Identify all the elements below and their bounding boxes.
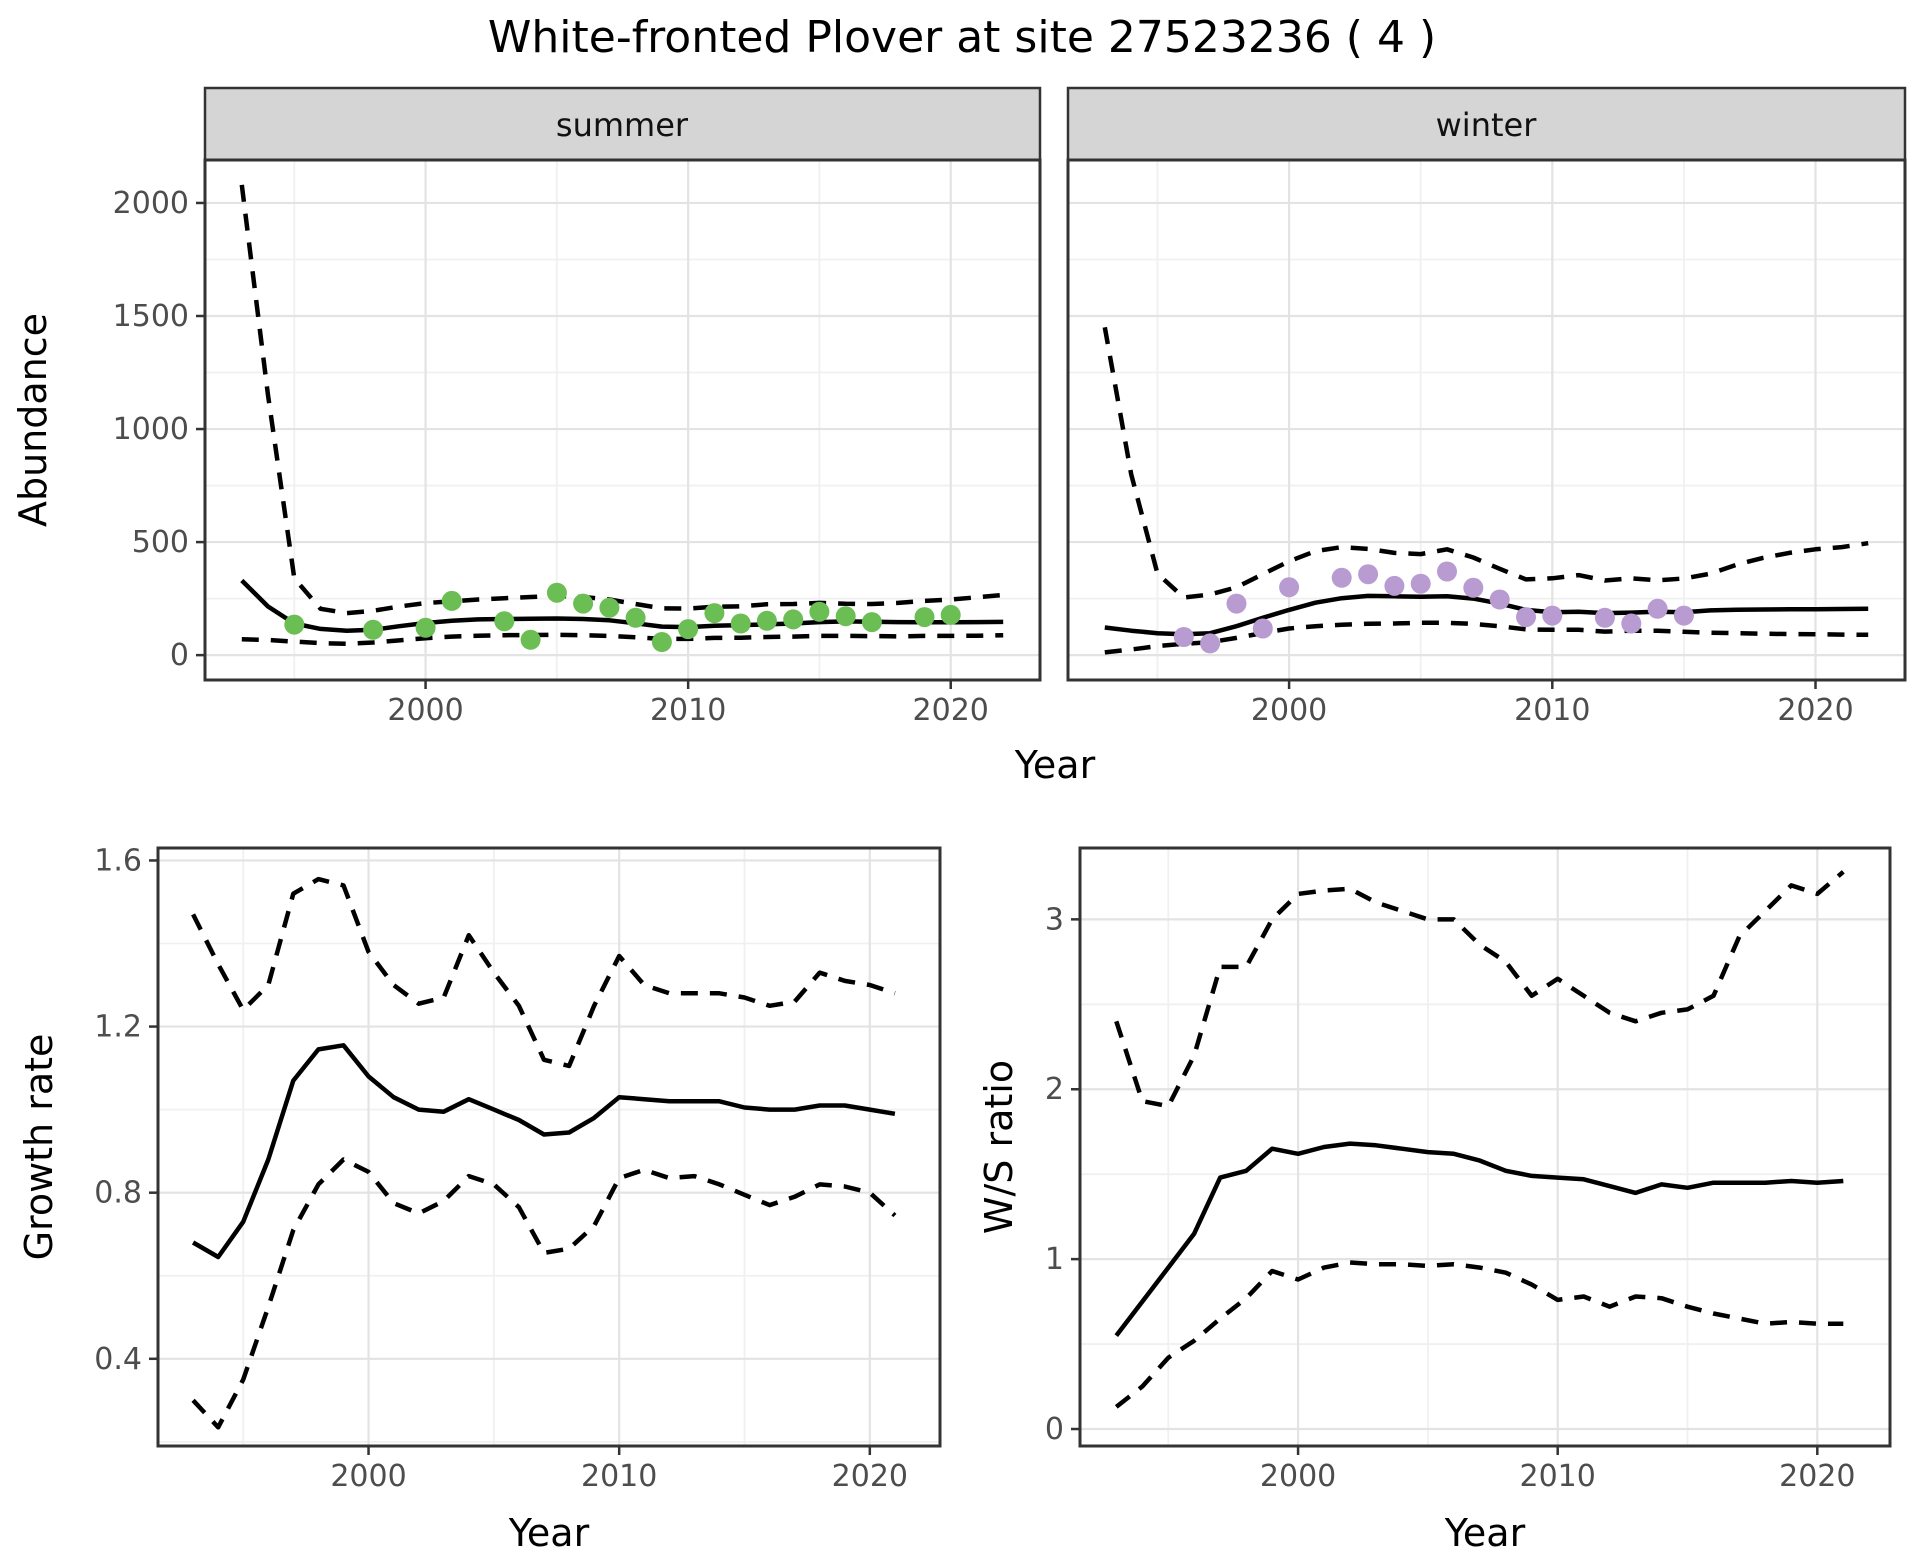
observed-counts-point [1173,627,1194,647]
observed-counts-point [651,632,672,652]
observed-counts-point [599,597,620,618]
year-axis-title-top: Year [1014,743,1096,787]
observed-counts-point [1673,605,1694,626]
observed-counts-point [835,606,856,627]
panel-background [1080,848,1890,1446]
x-tick-label: 2010 [1514,693,1590,728]
y-tick-label: 1.6 [94,843,142,878]
panel-border [1078,846,1892,1448]
observed-counts-point [704,603,725,624]
year-axis-title-growth: Year [508,1511,590,1555]
observed-counts-point [1489,589,1510,610]
y-tick-label: 1000 [113,412,189,447]
y-tick-label: 2000 [113,186,189,221]
observed-counts-point [520,629,541,650]
observed-counts-point [1252,618,1273,639]
y-tick-label: 1.2 [94,1010,142,1045]
plot-title: White-fronted Plover at site 27523236 ( … [488,12,1436,63]
panel-border [203,158,1042,682]
facet-strip-label-summer: summer [556,106,689,144]
y-tick-label: 3 [1045,902,1064,937]
observed-counts-point [1226,593,1247,614]
panel-ws-ratio: 2000 2010 2020 0 1 2 3 [1045,846,1892,1494]
y-tick-label: 1500 [113,299,189,334]
panel-background [1068,160,1905,680]
observed-counts-point [625,607,646,628]
observed-counts-point [415,617,436,638]
x-tick-label: 2020 [1777,693,1853,728]
upper-95ci-line [239,184,1004,616]
mean-line [1114,1141,1844,1337]
observed-counts-point [1621,613,1642,634]
observed-counts-point [1200,633,1221,654]
x-tick-label: 2010 [1520,1459,1596,1494]
x-tick-label: 2000 [330,1459,406,1494]
observed-counts-point [1437,561,1457,582]
mean-line [191,1043,896,1260]
observed-counts-point [783,609,804,630]
observed-counts-point [1279,577,1300,598]
x-tick-label: 2010 [581,1459,657,1494]
x-tick-label: 2000 [387,693,463,728]
upper-95ci-line [191,876,896,1069]
panel-background [205,160,1040,680]
x-tick-label: 2000 [1251,693,1327,728]
observed-counts-point [809,601,830,622]
lower-95ci-line [1104,620,1869,655]
panel-background [158,848,940,1446]
observed-counts-point [730,613,751,634]
x-tick-label: 2020 [832,1459,908,1494]
observed-counts-point [573,593,594,614]
facet-strip [1066,86,1907,162]
year-axis-title-ws: Year [1444,1511,1526,1555]
observed-counts-point [1358,564,1379,585]
observed-counts-point [546,582,567,603]
y-tick-label: 500 [132,525,189,560]
observed-counts-point [1410,573,1431,594]
panel-abundance-summer: 2000 2010 2020 0 500 1000 1500 2000 [113,86,1042,728]
observed-counts-point [861,612,882,633]
y-tick-label: 2 [1045,1072,1064,1107]
observed-counts-point [1463,577,1484,598]
y-tick-label: 1 [1045,1242,1064,1277]
observed-counts-point [441,590,462,611]
x-tick-label: 2020 [1779,1459,1855,1494]
panel-growth-rate: 2000 2010 2020 0.4 0.8 1.2 1.6 [94,843,942,1494]
panel-abundance-winter: 2000 2010 2020 [1066,86,1907,728]
observed-counts-point [1647,598,1668,619]
observed-counts-point [363,619,384,640]
observed-counts-point [914,607,935,628]
observed-counts-point [284,614,305,635]
x-tick-label: 2020 [913,693,989,728]
y-tick-label: 0.4 [94,1342,142,1377]
observed-counts-point [1384,575,1405,596]
lower-95ci-line [1114,1260,1844,1409]
observed-counts-point [1542,605,1563,626]
observed-counts-point [756,610,777,631]
lower-95ci-line [241,632,1004,647]
observed-counts-point [940,604,961,625]
x-tick-label: 2010 [650,693,726,728]
observed-counts-point [678,619,699,640]
y-tick-label: 0 [1045,1412,1064,1447]
upper-95ci-line [1114,870,1845,1109]
observed-counts-point [1594,607,1615,628]
y-tick-label: 0.8 [94,1176,142,1211]
facet-strip-label-winter: winter [1436,106,1538,144]
x-tick-label: 2000 [1260,1459,1336,1494]
growth-rate-axis-title: Growth rate [17,1034,61,1261]
panel-border [1066,158,1907,682]
mean-line [1104,593,1869,637]
ws-ratio-axis-title: W/S ratio [977,1060,1021,1234]
observed-counts-point [494,611,515,632]
y-tick-label: 0 [170,638,189,673]
observed-counts-point [1516,607,1536,628]
observed-counts-point [1331,567,1352,588]
panel-border [156,846,942,1448]
abundance-axis-title: Abundance [11,313,55,527]
